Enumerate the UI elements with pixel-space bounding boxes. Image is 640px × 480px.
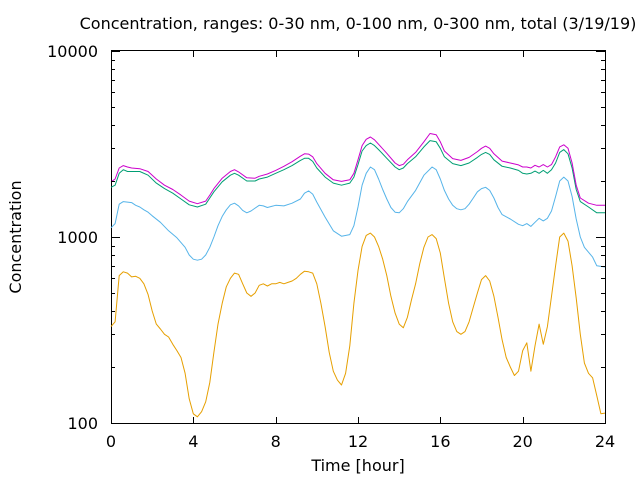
chart-title: Concentration, ranges: 0-30 nm, 0-100 nm… bbox=[80, 14, 637, 33]
x-tick-label: 20 bbox=[512, 432, 532, 451]
axes-layer: 0 4 8 12 16 20 24 100 1000 10000 bbox=[47, 42, 615, 451]
y-tick-label: 1000 bbox=[57, 228, 98, 247]
x-tick-label: 24 bbox=[595, 432, 615, 451]
series-layer bbox=[110, 133, 606, 418]
series-line-2 bbox=[110, 166, 606, 268]
y-tick-label: 100 bbox=[67, 414, 98, 433]
y-tick-label: 10000 bbox=[47, 42, 98, 61]
x-tick-label: 4 bbox=[188, 432, 198, 451]
x-tick-label: 0 bbox=[106, 432, 116, 451]
x-tick-label: 12 bbox=[348, 432, 368, 451]
x-tick-label: 16 bbox=[430, 432, 450, 451]
x-axis-label: Time [hour] bbox=[310, 456, 404, 475]
series-line-3 bbox=[110, 140, 605, 214]
x-tick-label: 8 bbox=[271, 432, 281, 451]
series-line-4 bbox=[110, 133, 605, 206]
y-axis-label: Concentration bbox=[6, 180, 25, 293]
series-line-1 bbox=[110, 232, 606, 418]
